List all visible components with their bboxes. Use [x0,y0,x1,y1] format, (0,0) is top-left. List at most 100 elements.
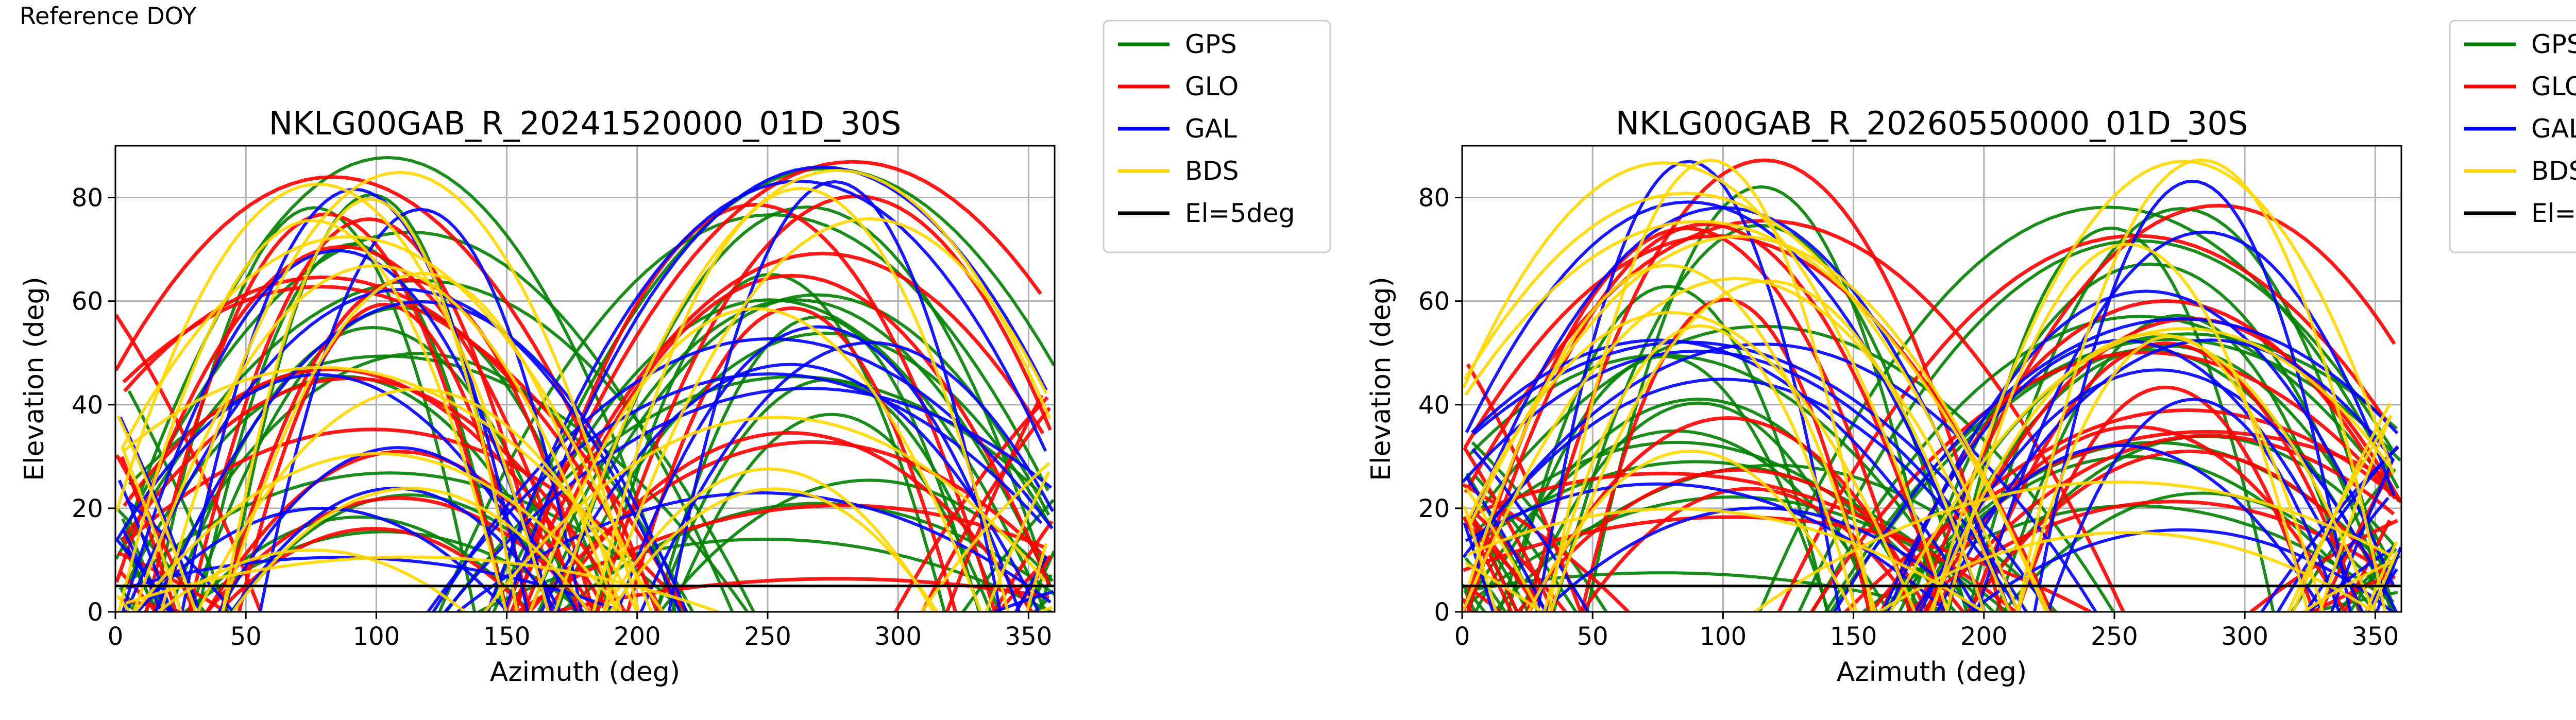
glo-track [514,202,997,612]
glo-track [625,306,957,612]
legend-label: GPS [2531,29,2576,59]
bds-track [159,170,640,612]
bds-track [1527,449,1854,612]
gal-track [154,300,688,612]
reference-doy-label: Reference DOY [20,2,197,30]
bds-track [157,548,466,612]
gal-track [616,325,1021,612]
gps-track [1474,397,1923,612]
glo-track [546,431,1033,612]
x-axis-label: Azimuth (deg) [1837,657,2027,688]
glo-track [1580,297,1871,612]
gps-track [1898,348,2395,612]
gal-track [1463,230,2396,612]
glo-track [1466,222,1946,612]
axes-frame [114,145,1056,613]
legend-label: GLO [1185,72,1239,101]
gps-track [144,352,694,612]
y-tick-label: 0 [1434,598,1450,627]
x-tick-label: 200 [614,622,661,651]
y-tick-label: 40 [72,391,103,420]
y-tick-label: 0 [87,598,103,627]
x-tick-label: 50 [230,622,262,651]
x-axis-label: Azimuth (deg) [490,657,680,688]
glo-track [1528,416,1929,612]
bds-track [1543,324,1858,612]
y-axis-label: Elevation (deg) [1366,277,1397,481]
satellite-tracks [115,156,1055,612]
gps-track [1506,285,1829,612]
bds-track [1467,507,2395,612]
bds-track [221,197,519,612]
y-axis-label: Elevation (deg) [19,277,50,481]
bds-track [1462,161,2393,612]
bds-track [132,264,618,612]
bds-track [2015,158,2387,612]
gal-track [1969,528,2394,612]
legend-box [1103,20,1331,253]
glo-track [205,450,596,612]
bds-track [121,168,1052,612]
bds-track [196,387,639,612]
x-tick-label: 50 [1577,622,1608,651]
y-tick-label: 80 [1418,184,1450,213]
chart-panel-2: 0 50 100 150 200 250 300 350 0 20 40 60 80 Azimuth (d… [1366,20,2576,688]
bds-track [1945,243,2310,612]
legend-label: GAL [1185,114,1237,144]
legend-label: GAL [2531,114,2576,144]
glo-track [1526,158,2003,612]
gal-track [217,446,579,612]
gal-track [2046,398,2341,612]
x-tick-label: 100 [1700,622,1747,651]
legend-label: BDS [1185,156,1239,186]
gal-track [2033,179,2352,612]
chart-title: NKLG00GAB_R_20260550000_01D_30S [1616,105,2248,142]
y-tick-label: 40 [1418,391,1450,420]
bds-track [1462,277,2011,612]
bds-track [231,487,590,612]
y-tick-label: 20 [1418,494,1450,523]
glo-track [115,245,581,612]
gal-track [667,180,1002,612]
gal-track [1913,443,2325,612]
y-tick-label: 60 [72,287,103,316]
gal-track [125,287,682,612]
bds-track [1549,279,1986,612]
gal-track [1536,160,1841,612]
chart-panel-1: 0 50 100 150 200 250 300 350 0 20 40 60 80 Azimuth (d… [19,20,1331,688]
satellite-tracks [1462,158,2401,612]
legend-label: El=5deg [1185,198,1295,228]
x-tick-label: 0 [108,622,124,651]
y-tick-label: 60 [1418,287,1450,316]
glo-track [1581,487,1919,612]
gps-track [196,243,509,612]
x-tick-label: 300 [874,622,922,651]
bds-track [1929,332,2375,612]
legend-label: GPS [1185,29,1237,59]
bds-track [1547,159,1874,612]
x-tick-label: 100 [353,622,400,651]
legend-label: BDS [2531,156,2576,186]
gal-track [539,363,1040,612]
glo-track [1466,203,2396,612]
gal-track [136,506,509,612]
legend-label: El=5deg [2531,198,2576,228]
x-tick-label: 250 [2091,622,2138,651]
legend-box [2449,20,2576,253]
glo-track [1969,341,2363,612]
axes-frame [1461,145,2402,613]
glo-track [218,278,596,612]
x-tick-label: 300 [2221,622,2268,651]
bds-track [528,307,982,612]
gal-track [1919,368,2398,612]
x-tick-label: 150 [483,622,531,651]
chart-title: NKLG00GAB_R_20241520000_01D_30S [269,105,901,142]
gal-track [1542,506,1978,612]
bds-track [1469,234,2399,612]
x-tick-label: 150 [1830,622,1877,651]
y-tick-label: 80 [72,184,103,213]
bds-track [117,219,508,612]
gps-track [1967,207,2396,612]
bds-track [603,467,935,612]
